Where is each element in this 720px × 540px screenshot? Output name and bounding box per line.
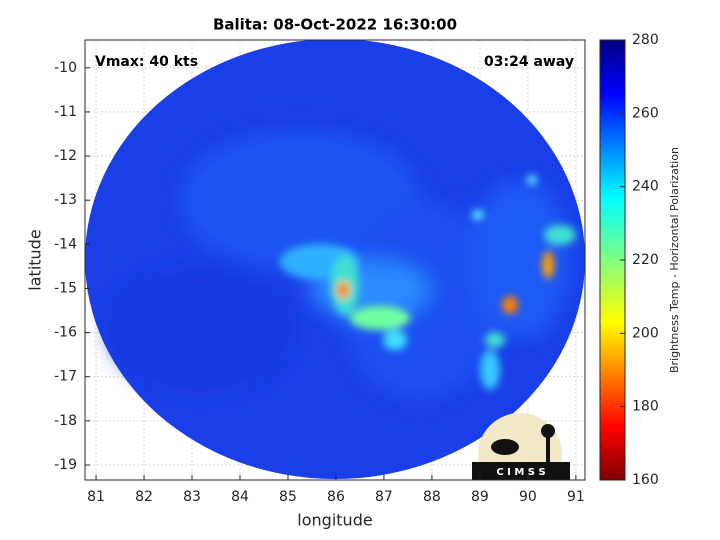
- axes-box: [84, 39, 586, 481]
- colorbar-tick-label: 220: [632, 252, 659, 268]
- annotation: 03:24 away: [484, 54, 574, 70]
- y-tick-label: -13: [54, 192, 77, 208]
- colorbar-tick-label: 280: [632, 32, 659, 48]
- y-axis-label: latitude: [26, 229, 45, 290]
- cimss-logo: C I M S S: [472, 413, 570, 480]
- x-tick-label: 90: [519, 489, 537, 505]
- colorbar-tick-label: 180: [632, 399, 659, 415]
- x-tick-label: 86: [327, 489, 345, 505]
- colorbar-tick-label: 260: [632, 105, 659, 121]
- x-tick-label: 91: [567, 489, 585, 505]
- colorbar-tick-label: 160: [632, 472, 659, 488]
- y-tick-label: -19: [54, 457, 77, 473]
- y-tick-label: -11: [54, 104, 77, 120]
- x-tick-label: 84: [231, 489, 249, 505]
- y-tick-label: -10: [54, 60, 77, 76]
- chart-title: Balita: 08-Oct-2022 16:30:00: [213, 16, 457, 34]
- x-tick-label: 88: [423, 489, 441, 505]
- x-tick-label: 81: [87, 489, 105, 505]
- x-tick-label: 87: [375, 489, 393, 505]
- image: C I M S S: [85, 40, 585, 480]
- x-tick-label: 85: [279, 489, 297, 505]
- x-tick-label: 82: [135, 489, 153, 505]
- colorbar-label: Brightness Temp - Horizontal Polarizatio…: [668, 147, 681, 373]
- logo-text: C I M S S: [496, 467, 545, 478]
- convection: [280, 175, 576, 390]
- x-axis-label: longitude: [297, 511, 372, 530]
- y-tick-label: -16: [54, 325, 77, 341]
- x-tick-label: 83: [183, 489, 201, 505]
- y-tick-label: -17: [54, 369, 77, 385]
- y-tick-label: -18: [54, 413, 77, 429]
- colorbar-tick-label: 200: [632, 325, 659, 341]
- y-tick-label: -14: [54, 236, 77, 252]
- annotation: Vmax: 40 kts: [95, 54, 198, 70]
- y-tick-label: -12: [54, 148, 77, 164]
- y-tick-label: -15: [54, 280, 77, 296]
- colorbar-tick-label: 240: [632, 179, 659, 195]
- texture: [110, 130, 570, 400]
- x-tick-label: 89: [471, 489, 489, 505]
